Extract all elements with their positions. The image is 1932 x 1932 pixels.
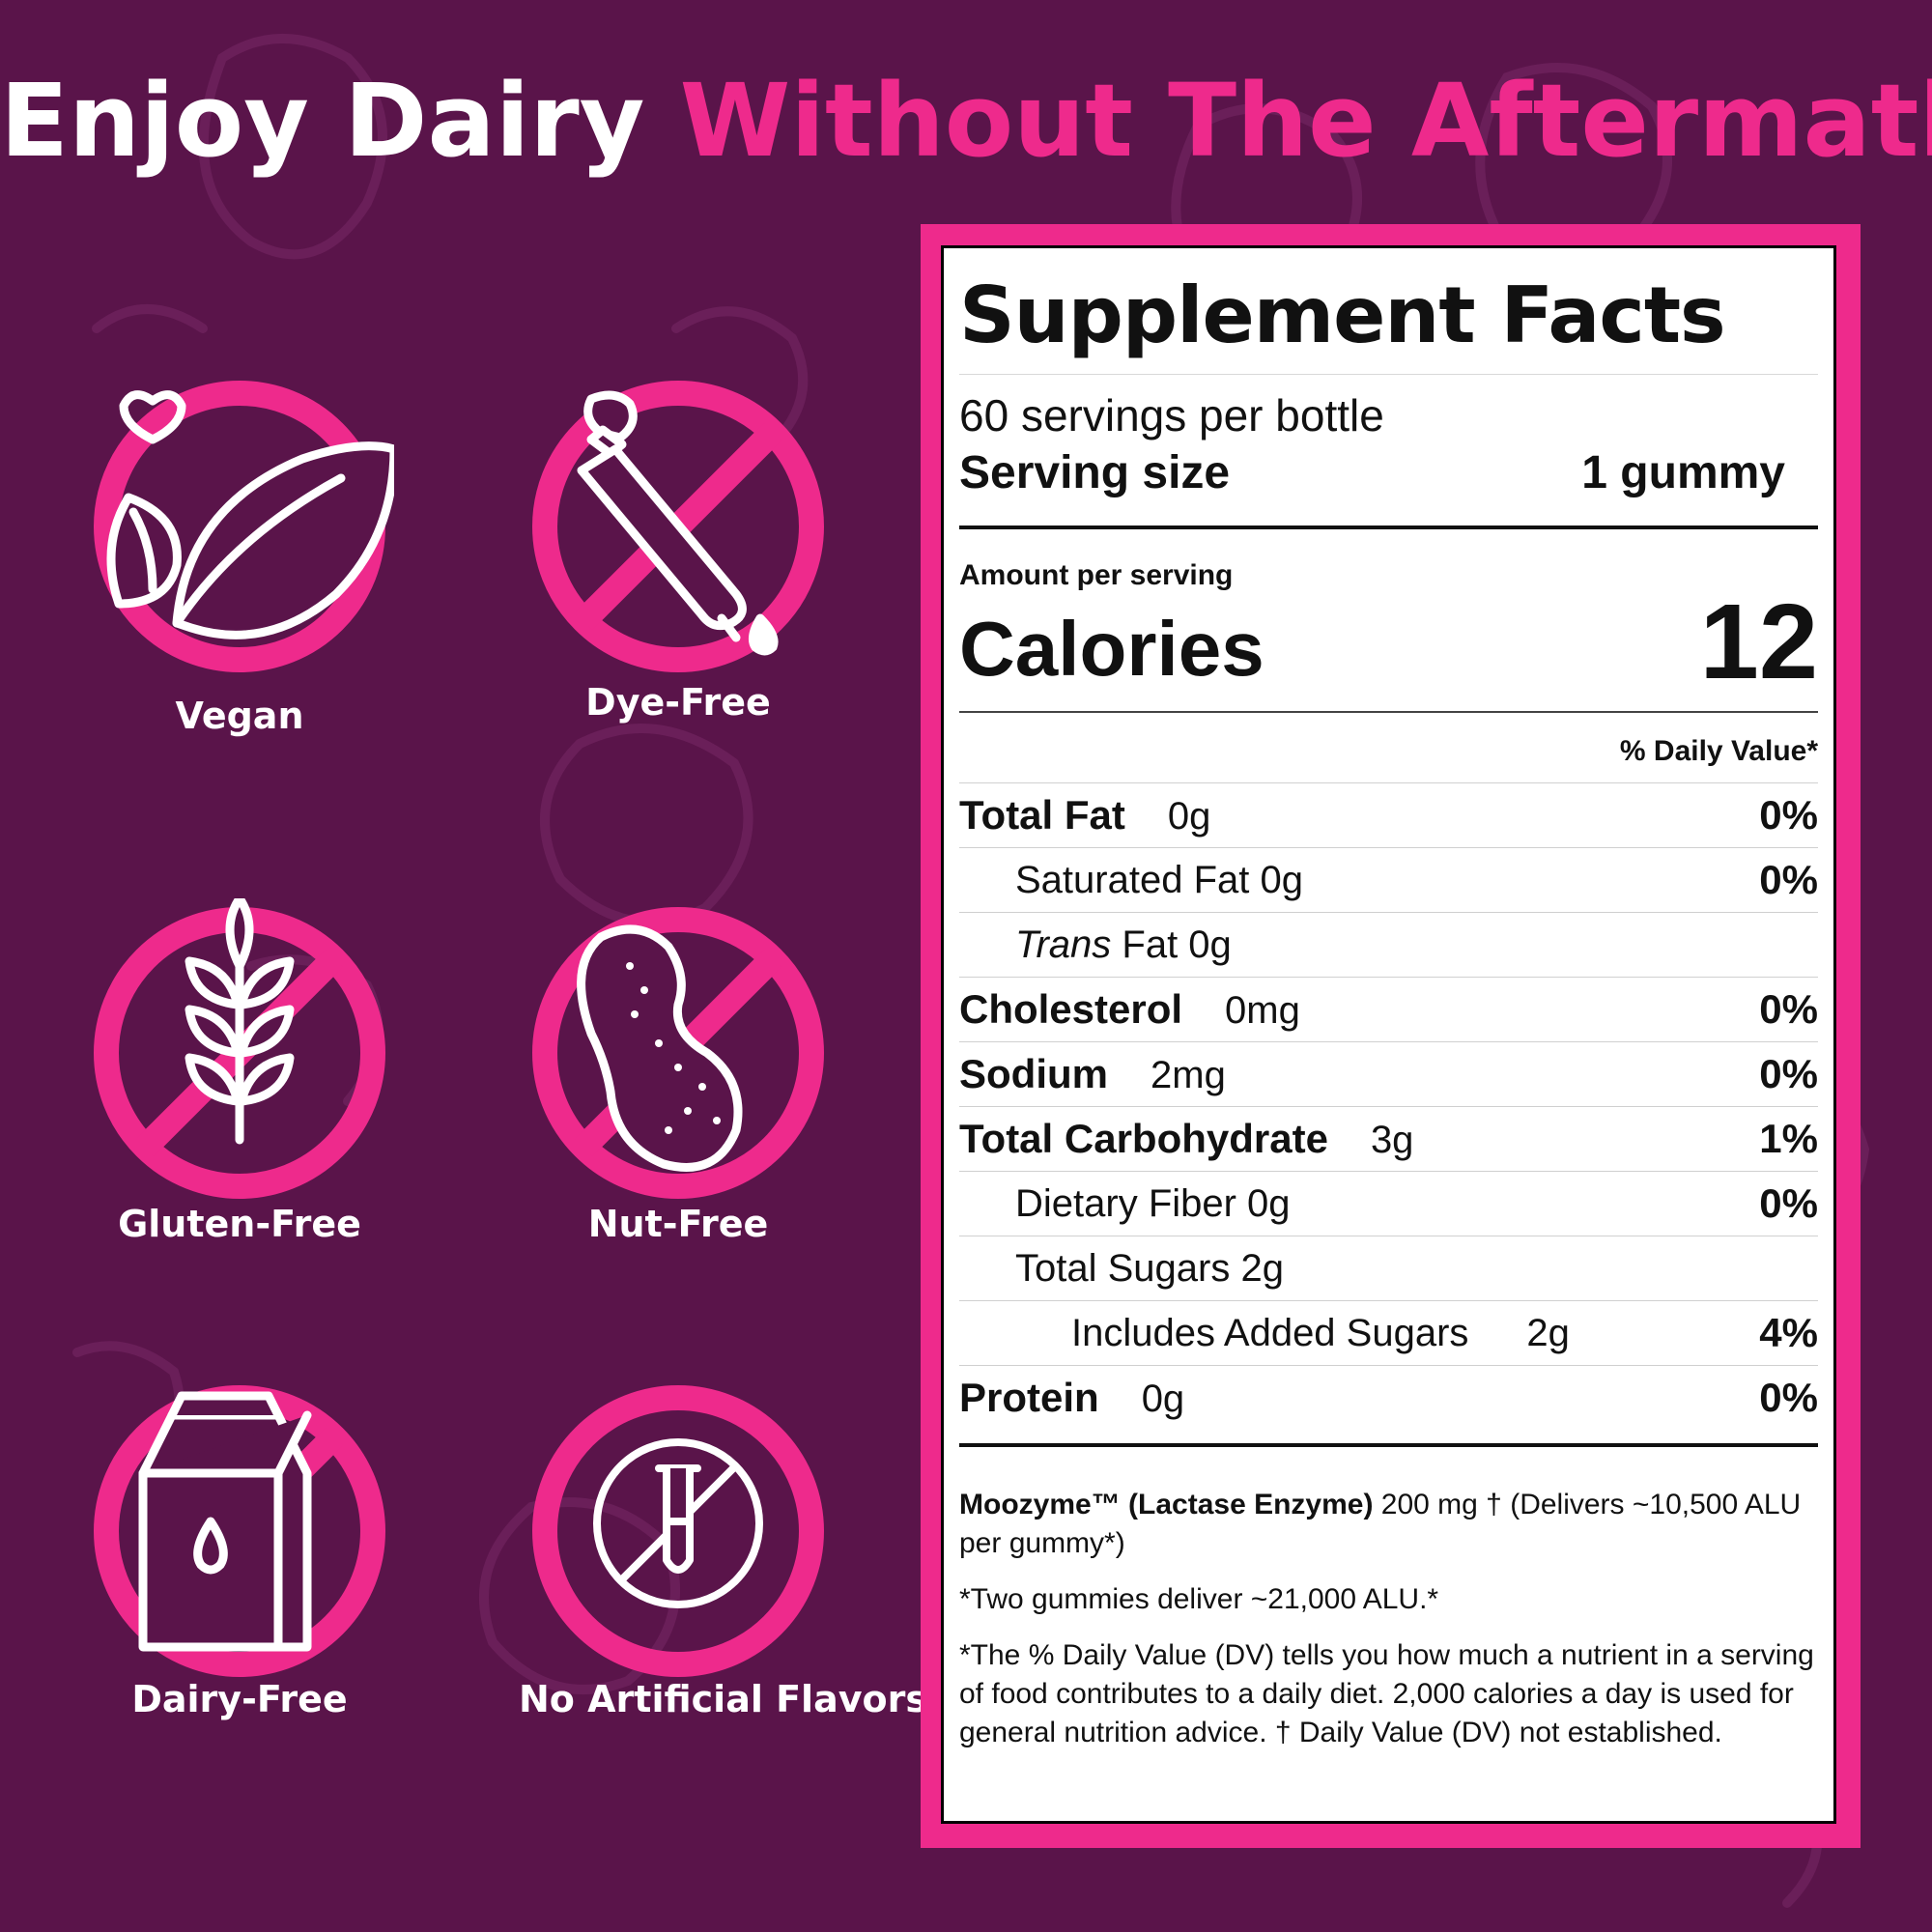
nutrient-row: Includes Added Sugars 2g 4% [959,1300,1818,1365]
badge-gluten-free: Gluten-Free [80,898,399,1245]
wheat-icon [94,898,385,1199]
amount-per-serving: Amount per serving [959,559,1234,591]
nutrient-row: Saturated Fat 0g 0% [959,847,1818,912]
daily-value-note: *The % Daily Value (DV) tells you how mu… [959,1639,1814,1748]
badge-dairy-free: Dairy-Free [80,1377,399,1720]
nutrient-row: Total Sugars 2g [959,1236,1818,1300]
badge-vegan: Vegan [80,372,399,737]
badge-label: No Artificial Flavors [519,1678,927,1720]
nutrient-name: Fat 0g [1111,923,1232,966]
nutrient-name: Total Fat [959,792,1125,838]
nutrient-name: Protein [959,1375,1099,1420]
nutrient-amount: 0g [1167,795,1211,838]
nutrient-dv: 0% [1759,857,1818,902]
badge-dye-free: Dye-Free [519,372,838,724]
calories-value: 12 [1699,582,1818,701]
nutrient-dv: 1% [1759,1116,1818,1161]
enzyme-detail: 200 mg † (Delivers ~10,500 ALU per gummy… [959,1489,1802,1559]
daily-value-header: % Daily Value* [1619,735,1818,767]
nutrient-dv: 0% [1759,792,1818,838]
milk-carton-icon [94,1385,385,1677]
nutrient-row: Trans Fat 0g [959,912,1818,977]
nutrient-amount: 0g [1141,1378,1185,1420]
nutrient-amount: 2mg [1151,1054,1226,1096]
nutrient-row: Dietary Fiber 0g 0% [959,1171,1818,1236]
nutrient-name: Includes Added Sugars [1071,1311,1469,1354]
nutrient-dv: 0% [1759,1051,1818,1096]
badge-label: Dairy-Free [131,1678,348,1720]
divider [959,1443,1818,1447]
badge-nut-free: Nut-Free [519,898,838,1245]
headline: Enjoy Dairy Without The Aftermath [0,48,1932,193]
serving-size-label: Serving size [959,447,1231,498]
badge-label: Vegan [175,695,304,737]
nutrient-row: Total Fat 0g 0% [959,782,1818,847]
servings-per-bottle: 60 servings per bottle [959,390,1384,440]
serving-size-value: 1 gummy [1581,447,1785,498]
facts-title: Supplement Facts [959,270,1726,360]
headline-part1: Enjoy Dairy [0,62,645,180]
two-gummies-note: *Two gummies deliver ~21,000 ALU.* [959,1583,1439,1615]
badge-label: Gluten-Free [118,1203,361,1245]
serving-size-row: Serving size 1 gummy [959,444,1818,502]
badge-label: Dye-Free [585,681,771,724]
enzyme-name: Moozyme™ (Lactase Enzyme) [959,1489,1374,1520]
nutrient-name: Total Sugars 2g [1015,1246,1284,1290]
divider [959,526,1818,529]
enzyme-line: Moozyme™ (Lactase Enzyme) 200 mg † (Deli… [959,1486,1818,1563]
nutrient-row: Cholesterol 0mg 0% [959,977,1818,1041]
nutrient-name: Total Carbohydrate [959,1116,1328,1161]
nutrient-row: Total Carbohydrate 3g 1% [959,1106,1818,1171]
nutrient-amount: 3g [1370,1119,1414,1161]
nutrient-amount: 0mg [1225,989,1300,1032]
supplement-facts-panel: Supplement Facts 60 servings per bottle … [941,245,1836,1824]
nutrient-dv: 0% [1759,1180,1818,1226]
nutrient-name: Sodium [959,1051,1108,1096]
calories-label: Calories [959,606,1264,692]
peanut-icon [532,907,824,1199]
calories-row: Calories 12 [959,589,1818,696]
divider [959,374,1818,375]
supplement-facts-frame: Supplement Facts 60 servings per bottle … [921,224,1861,1848]
nutrient-amount: 2g [1526,1311,1570,1354]
nutrient-dv: 0% [1759,1375,1818,1420]
nutrient-name-italic: Trans [1015,923,1112,966]
test-tube-icon [532,1385,824,1677]
badge-no-artificial-flavors: No Artificial Flavors [519,1377,927,1720]
nutrient-dv: 4% [1759,1310,1818,1355]
leaf-heart-icon [94,381,394,672]
nutrient-name: Dietary Fiber 0g [1015,1181,1291,1225]
nutrient-row: Sodium 2mg 0% [959,1041,1818,1106]
nutrient-dv: 0% [1759,986,1818,1032]
divider [959,711,1818,713]
badge-label: Nut-Free [587,1203,769,1245]
nutrient-name: Cholesterol [959,986,1183,1032]
dropper-icon [532,381,824,672]
nutrient-row: Protein 0g 0% [959,1365,1818,1430]
nutrient-name: Saturated Fat 0g [1015,858,1303,901]
headline-part2: Without The Aftermath [679,62,1932,180]
